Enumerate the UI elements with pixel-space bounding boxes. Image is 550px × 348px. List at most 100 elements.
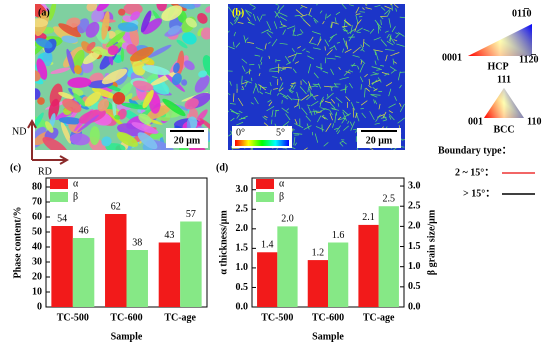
boundary	[300, 16, 306, 22]
legend-title: Boundary type：	[438, 145, 512, 156]
grain	[131, 122, 159, 134]
grain	[156, 4, 167, 12]
boundary	[336, 125, 341, 132]
boundary	[315, 109, 318, 114]
boundary	[397, 71, 401, 81]
grain	[116, 132, 139, 147]
boundary	[281, 121, 290, 128]
boundary	[327, 57, 336, 60]
boundary	[326, 14, 332, 19]
grain	[133, 59, 150, 67]
direction-label: RD	[38, 166, 52, 177]
colorbar	[235, 140, 289, 146]
boundary	[277, 5, 280, 10]
boundary	[384, 5, 393, 10]
grain	[73, 93, 86, 107]
x-tick-label: TC-600	[312, 312, 344, 323]
boundary	[280, 16, 287, 21]
legend-swatch	[256, 192, 274, 202]
boundary	[228, 92, 231, 96]
y-tick-label: 0	[37, 301, 42, 312]
grain	[184, 98, 199, 110]
boundary	[365, 4, 367, 6]
legend-swatch	[256, 179, 274, 189]
boundary	[317, 4, 319, 5]
boundary	[391, 26, 396, 33]
boundary	[397, 32, 405, 37]
boundary	[348, 34, 354, 42]
boundary	[296, 91, 299, 99]
grain	[171, 73, 182, 86]
boundary	[388, 103, 396, 108]
boundary	[307, 55, 315, 60]
grain	[132, 80, 154, 91]
boundary	[349, 4, 351, 5]
ipf-label: 112̅0	[519, 54, 538, 65]
boundary	[232, 41, 235, 47]
x-tick-label: TC-600	[110, 312, 142, 323]
boundary	[319, 100, 322, 108]
boundary	[284, 56, 291, 64]
kam-map	[228, 4, 405, 150]
grain	[137, 132, 158, 150]
boundary	[306, 123, 310, 130]
boundary	[357, 65, 360, 70]
boundary	[314, 85, 319, 88]
boundary	[238, 115, 248, 121]
boundary	[302, 79, 308, 85]
boundary	[298, 103, 301, 110]
grain	[48, 4, 57, 21]
grain	[50, 67, 71, 74]
boundary	[380, 19, 382, 25]
boundary	[372, 71, 379, 75]
boundary	[271, 109, 274, 118]
boundary	[390, 4, 393, 6]
boundary	[342, 37, 347, 48]
grain	[101, 136, 112, 147]
value-label: 1.2	[312, 247, 325, 258]
boundary	[341, 4, 347, 10]
grain	[161, 5, 183, 21]
boundary	[330, 22, 333, 28]
boundary	[350, 101, 356, 111]
boundary	[282, 66, 292, 69]
ipf-label: 0001	[442, 52, 462, 63]
boundary	[299, 29, 304, 34]
boundary	[343, 113, 351, 118]
grain	[101, 11, 110, 40]
grain	[142, 89, 154, 109]
boundary	[350, 25, 353, 34]
boundary	[324, 57, 327, 64]
boundary	[278, 12, 288, 17]
y-tick-label: 30	[32, 256, 42, 267]
bar	[277, 226, 298, 307]
boundary	[319, 96, 324, 105]
bar	[158, 242, 181, 307]
boundary	[349, 121, 353, 126]
boundary	[273, 21, 278, 30]
boundary	[292, 84, 296, 90]
grain	[142, 18, 163, 35]
boundary	[319, 108, 327, 112]
boundary	[262, 116, 268, 121]
boundary	[399, 103, 405, 113]
grain	[120, 48, 125, 62]
boundary	[303, 125, 312, 130]
boundary	[345, 40, 349, 50]
boundary	[340, 88, 347, 91]
grain	[147, 44, 172, 58]
boundary	[313, 17, 319, 23]
boundary	[342, 48, 345, 53]
boundary	[243, 35, 247, 43]
boundary	[337, 116, 342, 121]
boundary	[364, 73, 368, 78]
boundary	[229, 103, 236, 105]
legend-label: β	[73, 191, 78, 202]
boundary	[330, 98, 336, 104]
boundary	[344, 18, 346, 28]
boundary	[330, 103, 336, 109]
ipf-label: HCP	[487, 61, 508, 72]
grain	[60, 121, 72, 144]
boundary	[293, 104, 299, 108]
boundary	[228, 46, 235, 50]
